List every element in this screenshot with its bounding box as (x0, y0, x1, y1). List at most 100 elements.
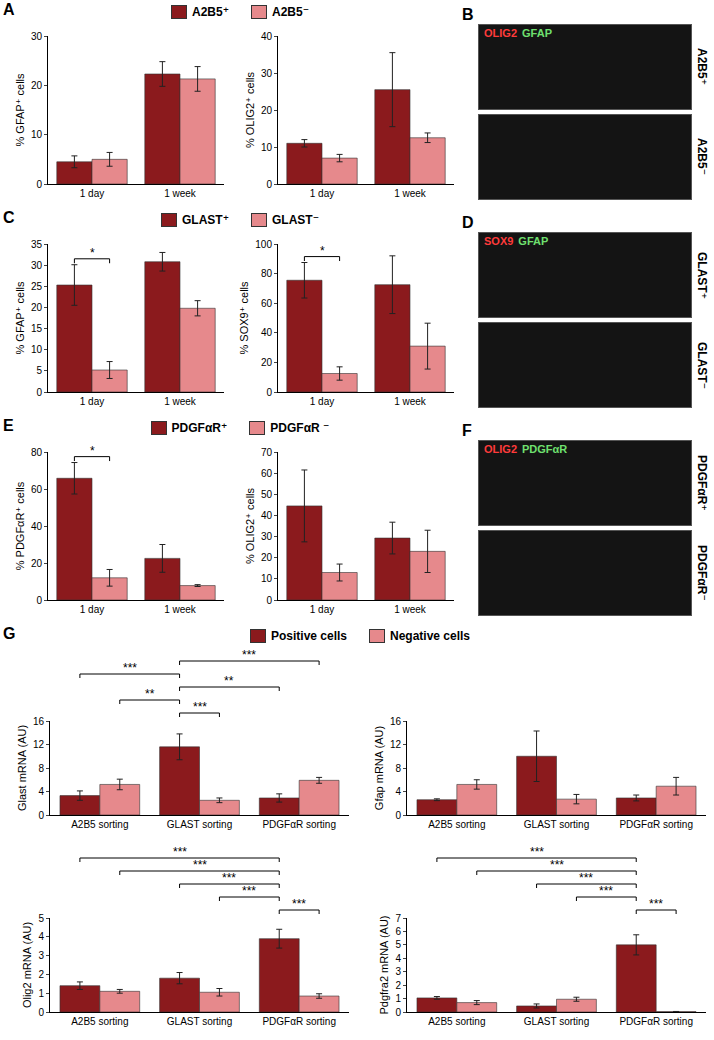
svg-text:16: 16 (390, 716, 402, 727)
svg-text:% GFAP⁺ cells: % GFAP⁺ cells (14, 281, 26, 355)
svg-text:6: 6 (395, 926, 401, 937)
svg-text:PDGFαR sorting: PDGFαR sorting (262, 1016, 336, 1027)
svg-text:Glast mRNA (AU): Glast mRNA (AU) (16, 725, 28, 811)
svg-text:***: *** (193, 700, 207, 714)
svg-text:1 week: 1 week (394, 188, 427, 199)
svg-text:***: *** (649, 897, 663, 911)
svg-text:1 day: 1 day (310, 396, 334, 407)
svg-text:20: 20 (261, 105, 273, 116)
svg-text:***: *** (292, 897, 306, 911)
svg-text:A2B5 sorting: A2B5 sorting (71, 819, 128, 830)
svg-text:60: 60 (261, 468, 273, 479)
svg-text:40: 40 (261, 327, 273, 338)
svg-text:1 week: 1 week (394, 396, 427, 407)
svg-text:0: 0 (266, 179, 272, 190)
svg-text:30: 30 (31, 31, 43, 42)
svg-text:8: 8 (38, 763, 44, 774)
svg-text:0: 0 (36, 595, 42, 606)
svg-text:7: 7 (395, 913, 401, 924)
svg-text:***: *** (550, 858, 564, 872)
svg-text:*: * (90, 444, 95, 458)
svg-text:1 week: 1 week (164, 396, 197, 407)
svg-text:1 week: 1 week (164, 604, 197, 615)
svg-text:10: 10 (261, 573, 273, 584)
svg-text:1 day: 1 day (310, 188, 334, 199)
svg-text:100: 100 (255, 239, 272, 250)
svg-text:*: * (90, 246, 95, 260)
svg-text:5: 5 (36, 365, 42, 376)
svg-text:0: 0 (395, 1007, 401, 1018)
svg-text:1: 1 (38, 988, 44, 999)
svg-text:20: 20 (261, 552, 273, 563)
svg-text:40: 40 (261, 31, 273, 42)
svg-text:% OLIG2⁺ cells: % OLIG2⁺ cells (244, 487, 256, 564)
svg-text:2: 2 (38, 969, 44, 980)
svg-text:50: 50 (261, 489, 273, 500)
svg-text:4: 4 (395, 786, 401, 797)
svg-text:3: 3 (395, 966, 401, 977)
svg-text:0: 0 (395, 810, 401, 821)
svg-text:1 week: 1 week (394, 604, 427, 615)
svg-text:0: 0 (38, 810, 44, 821)
svg-text:**: ** (224, 674, 234, 688)
svg-text:10: 10 (31, 129, 43, 140)
svg-text:Olig2 mRNA (AU): Olig2 mRNA (AU) (21, 922, 33, 1008)
svg-text:0: 0 (266, 595, 272, 606)
svg-text:GLAST sorting: GLAST sorting (167, 819, 232, 830)
svg-text:A2B5 sorting: A2B5 sorting (71, 1016, 128, 1027)
svg-text:40: 40 (261, 510, 273, 521)
svg-text:Pdgfra2 mRNA (AU): Pdgfra2 mRNA (AU) (378, 915, 390, 1014)
svg-text:25: 25 (31, 281, 43, 292)
svg-text:***: *** (579, 871, 593, 885)
svg-text:1 day: 1 day (80, 604, 104, 615)
svg-text:60: 60 (261, 298, 273, 309)
svg-text:4: 4 (38, 786, 44, 797)
svg-text:20: 20 (31, 80, 43, 91)
svg-text:1 day: 1 day (80, 396, 104, 407)
svg-text:***: *** (193, 858, 207, 872)
svg-text:PDGFαR sorting: PDGFαR sorting (619, 819, 693, 830)
svg-text:80: 80 (31, 447, 43, 458)
svg-text:Gfap mRNA (AU): Gfap mRNA (AU) (373, 726, 385, 810)
svg-text:4: 4 (395, 953, 401, 964)
svg-text:20: 20 (261, 357, 273, 368)
svg-text:***: *** (173, 845, 187, 859)
svg-text:% PDGFαR⁺ cells: % PDGFαR⁺ cells (14, 481, 26, 570)
svg-text:10: 10 (261, 142, 273, 153)
svg-text:10: 10 (31, 344, 43, 355)
svg-text:16: 16 (33, 716, 45, 727)
svg-text:% GFAP⁺ cells: % GFAP⁺ cells (14, 73, 26, 147)
svg-text:***: *** (530, 845, 544, 859)
svg-text:***: *** (222, 871, 236, 885)
svg-text:***: *** (242, 884, 256, 898)
svg-text:5: 5 (38, 913, 44, 924)
svg-text:40: 40 (31, 521, 43, 532)
svg-text:1: 1 (395, 993, 401, 1004)
svg-text:12: 12 (33, 739, 45, 750)
svg-text:1 day: 1 day (310, 604, 334, 615)
svg-text:30: 30 (31, 260, 43, 271)
svg-text:A2B5 sorting: A2B5 sorting (428, 819, 485, 830)
svg-text:80: 80 (261, 268, 273, 279)
svg-text:20: 20 (31, 302, 43, 313)
svg-text:35: 35 (31, 239, 43, 250)
svg-text:60: 60 (31, 484, 43, 495)
svg-text:GLAST sorting: GLAST sorting (524, 1016, 589, 1027)
svg-text:5: 5 (395, 939, 401, 950)
svg-text:20: 20 (31, 558, 43, 569)
svg-text:***: *** (599, 884, 613, 898)
svg-text:PDGFαR sorting: PDGFαR sorting (262, 819, 336, 830)
svg-text:30: 30 (261, 68, 273, 79)
svg-text:0: 0 (36, 387, 42, 398)
svg-text:A2B5 sorting: A2B5 sorting (428, 1016, 485, 1027)
svg-text:1 day: 1 day (80, 188, 104, 199)
svg-text:**: ** (145, 687, 155, 701)
svg-text:PDGFαR sorting: PDGFαR sorting (619, 1016, 693, 1027)
svg-text:2: 2 (395, 980, 401, 991)
svg-text:GLAST sorting: GLAST sorting (524, 819, 589, 830)
svg-text:% SOX9⁺ cells: % SOX9⁺ cells (238, 281, 250, 355)
svg-text:15: 15 (31, 323, 43, 334)
svg-text:12: 12 (390, 739, 402, 750)
svg-text:% OLIG2⁺ cells: % OLIG2⁺ cells (244, 71, 256, 148)
svg-text:*: * (320, 244, 325, 258)
